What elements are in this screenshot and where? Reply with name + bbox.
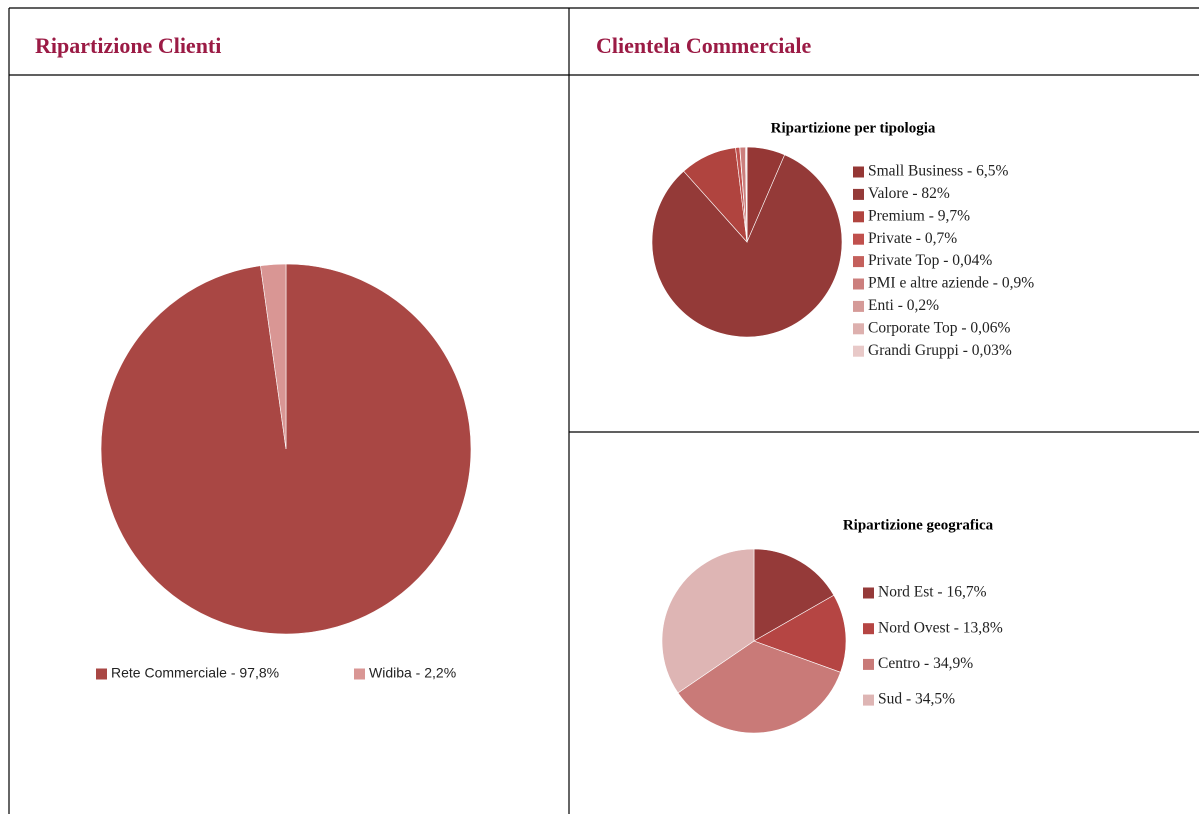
table-borders [8,7,1199,814]
legend-label: Private - 0,7% [868,230,957,247]
legend-label: Nord Est - 16,7% [878,584,987,601]
pie-slice [677,640,841,734]
legend-label: Rete Commerciale - 97,8% [111,665,279,681]
legend-swatch [863,587,874,599]
legend-swatch [853,188,864,200]
legend-label: Nord Ovest - 13,8% [878,619,1003,636]
legend-swatch [354,668,365,680]
legend-label: Sud - 34,5% [878,691,955,708]
legend-label: PMI e altre aziende - 0,9% [868,275,1034,292]
header-title: Clientela Commerciale [596,33,811,58]
pie-slice [661,548,755,694]
legend-swatch [853,278,864,290]
legend-label: Widiba - 2,2% [369,665,456,681]
header-title: Ripartizione Clienti [35,33,221,58]
legend-swatch [853,211,864,223]
legend-swatch [853,233,864,245]
legend-swatch [853,300,864,312]
legend-label: Grandi Gruppi - 0,03% [868,342,1012,359]
legend-label: Private Top - 0,04% [868,252,992,269]
legend-swatch [853,166,864,178]
pie-slice [753,548,835,642]
legend-label: Valore - 82% [868,185,950,202]
legend-label: Corporate Top - 0,06% [868,319,1010,336]
pie-slice [753,594,847,673]
legend-swatch [863,658,874,670]
pie-slice [260,263,287,450]
legend-swatch [853,323,864,335]
legend-swatch [863,694,874,706]
chart-title: Ripartizione per tipologia [771,120,936,136]
legend-swatch [853,345,864,357]
legend-swatch [863,623,874,635]
legend-swatch [853,256,864,268]
legend-swatch [96,668,107,680]
legend-label: Centro - 34,9% [878,655,973,672]
legend-label: Premium - 9,7% [868,207,970,224]
chart-title: Ripartizione geografica [843,517,994,533]
legend-label: Small Business - 6,5% [868,163,1008,180]
pie-slice [651,154,843,338]
legend-label: Enti - 0,2% [868,297,939,314]
